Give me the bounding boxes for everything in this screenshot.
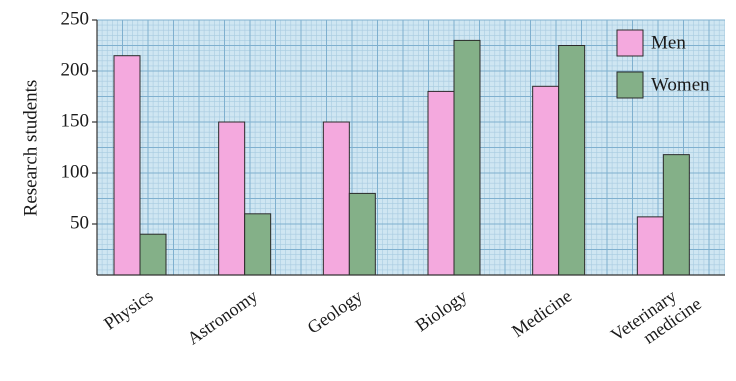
bar-men-3 (427, 90, 455, 276)
x-tick-label: Astronomy (183, 286, 261, 349)
x-tick-label-group: Astronomy (183, 286, 261, 349)
bar-women-3 (453, 39, 481, 276)
x-tick-label-group: Biology (412, 286, 471, 336)
x-tick-label-group: Physics (100, 286, 157, 334)
bars (113, 39, 690, 276)
bar-men-0 (113, 55, 141, 276)
bar-men-4 (532, 85, 560, 276)
y-tick-label: 250 (61, 8, 90, 29)
bar-men-1 (218, 121, 246, 276)
x-tick-label-group: Geology (304, 286, 366, 338)
legend-swatch-women (616, 71, 644, 99)
y-ticks: 50 100 150 200 250 (61, 8, 97, 233)
bar-women-5 (662, 154, 690, 276)
legend-label-women: Women (651, 74, 710, 95)
x-tick-label: Veterinarymedicine (607, 277, 705, 363)
legend: Men Women (616, 29, 710, 99)
bar-men-2 (322, 121, 350, 276)
y-axis-title: Research students (20, 80, 41, 217)
legend-label-men: Men (651, 32, 686, 53)
bar-women-1 (244, 213, 272, 276)
legend-swatch-men (616, 29, 644, 57)
y-tick-label: 200 (61, 59, 90, 80)
y-tick-label: 50 (70, 212, 89, 233)
x-tick-labels: Physics Astronomy Geology Biology Medicine Ve… (100, 277, 705, 363)
bar-men-5 (636, 216, 664, 276)
x-tick-label: Medicine (508, 286, 575, 341)
bar-women-0 (139, 233, 167, 276)
bar-women-2 (348, 192, 376, 276)
x-tick-label-group: Veterinarymedicine (607, 277, 705, 363)
x-tick-label: Geology (304, 286, 366, 338)
x-tick-label-group: Medicine (508, 286, 575, 341)
bar-women-4 (558, 45, 586, 276)
y-tick-label: 100 (61, 161, 90, 182)
y-tick-label: 150 (61, 110, 90, 131)
x-tick-label: Biology (412, 286, 471, 336)
x-tick-label: Physics (100, 286, 157, 334)
